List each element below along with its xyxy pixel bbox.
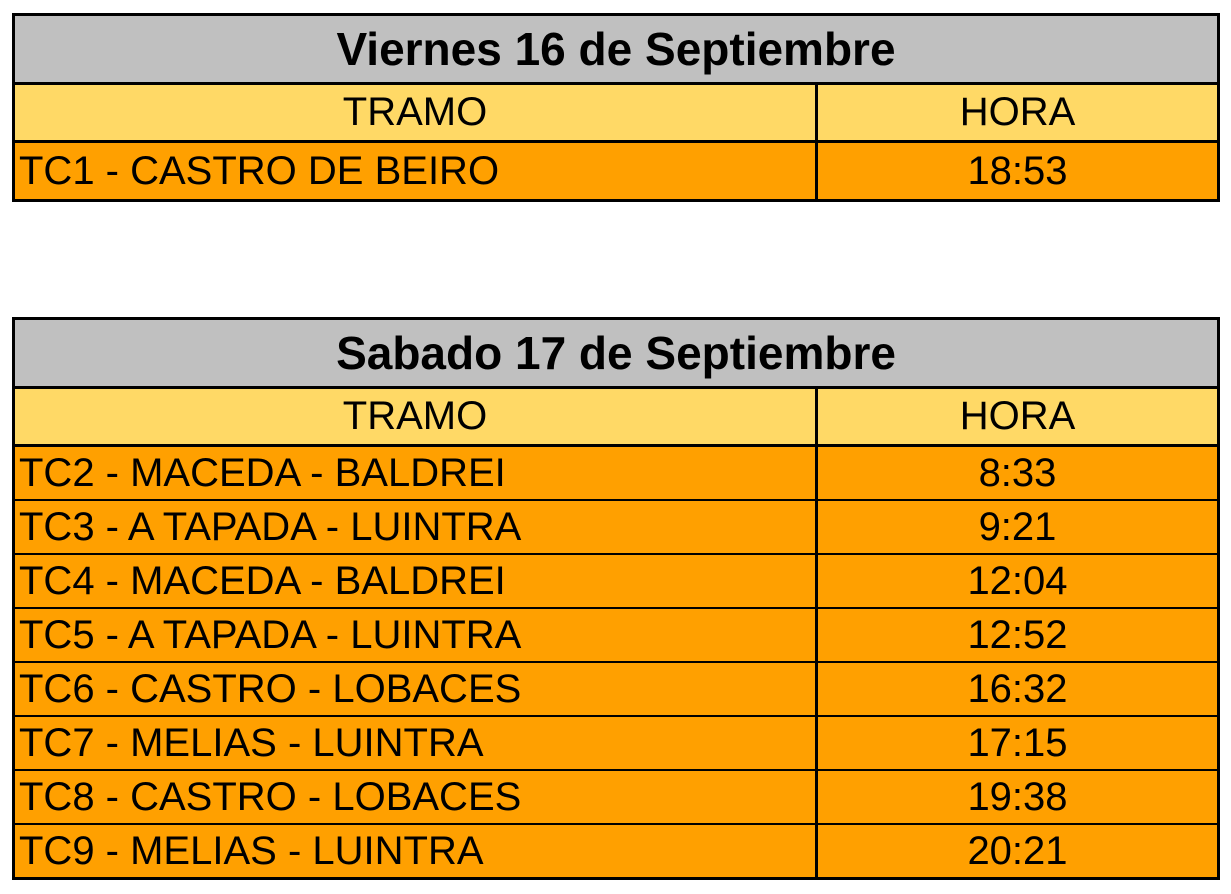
stage-name-cell: TC9 - MELIAS - LUINTRA [15,825,818,877]
table-row: TC8 - CASTRO - LOBACES 19:38 [15,769,1217,823]
stage-time-cell: 9:21 [978,504,1057,549]
table-row: TC2 - MACEDA - BALDREI 8:33 [15,447,1217,499]
table-title: Sabado 17 de Septiembre [15,320,1217,389]
stage-time-cell: 8:33 [978,450,1057,495]
stage-name-cell: TC2 - MACEDA - BALDREI [15,447,818,499]
stage-time-cell: 12:52 [967,612,1068,657]
table-header-row: TRAMO HORA [15,85,1217,143]
table-row: TC1 - CASTRO DE BEIRO 18:53 [15,143,1217,199]
column-header-hora: HORA [959,394,1076,438]
table-row: TC3 - A TAPADA - LUINTRA 9:21 [15,499,1217,553]
stage-time-cell: 18:53 [967,148,1068,193]
column-header-tramo: TRAMO [15,85,818,140]
table-row: TC6 - CASTRO - LOBACES 16:32 [15,661,1217,715]
stage-name-cell: TC7 - MELIAS - LUINTRA [15,717,818,769]
stage-time-cell: 19:38 [967,774,1068,819]
schedule-table-friday: Viernes 16 de Septiembre TRAMO HORA TC1 … [12,13,1220,202]
table-row: TC5 - A TAPADA - LUINTRA 12:52 [15,607,1217,661]
column-header-tramo: TRAMO [15,389,818,444]
table-row: TC9 - MELIAS - LUINTRA 20:21 [15,823,1217,877]
stage-name-cell: TC3 - A TAPADA - LUINTRA [15,501,818,553]
stage-name-cell: TC4 - MACEDA - BALDREI [15,555,818,607]
schedule-table-saturday: Sabado 17 de Septiembre TRAMO HORA TC2 -… [12,317,1220,880]
stage-name-cell: TC8 - CASTRO - LOBACES [15,771,818,823]
table-row: TC7 - MELIAS - LUINTRA 17:15 [15,715,1217,769]
stage-time-cell: 17:15 [967,720,1068,765]
stage-time-cell: 12:04 [967,558,1068,603]
stage-time-cell: 20:21 [967,828,1068,873]
table-row: TC4 - MACEDA - BALDREI 12:04 [15,553,1217,607]
stage-time-cell: 16:32 [967,666,1068,711]
stage-name-cell: TC6 - CASTRO - LOBACES [15,663,818,715]
table-title: Viernes 16 de Septiembre [15,16,1217,85]
stage-name-cell: TC1 - CASTRO DE BEIRO [15,143,818,199]
column-header-hora: HORA [959,90,1076,134]
stage-name-cell: TC5 - A TAPADA - LUINTRA [15,609,818,661]
table-header-row: TRAMO HORA [15,389,1217,447]
